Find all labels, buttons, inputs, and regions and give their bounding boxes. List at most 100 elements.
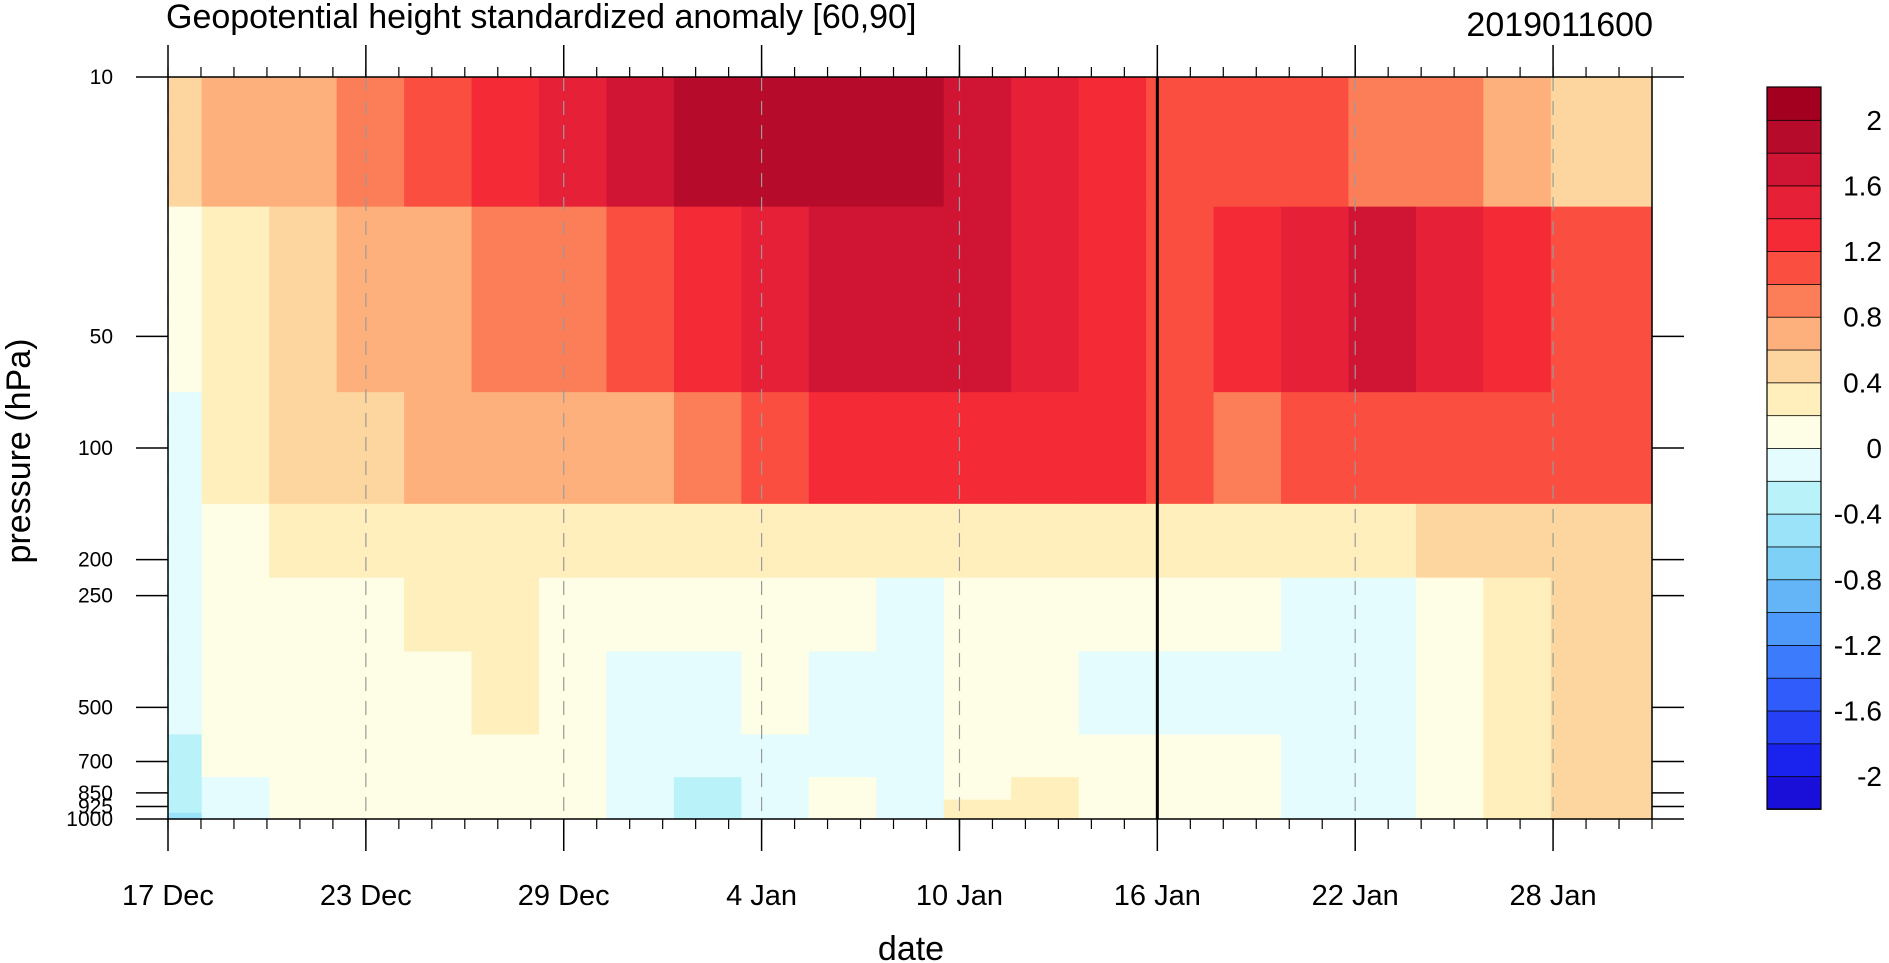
anomaly-cell [1618,812,1653,820]
anomaly-cell [1550,577,1619,653]
anomaly-cell [1078,206,1147,393]
colorbar-swatch [1766,119,1822,154]
y-tick-label: 850 [78,782,113,805]
x-tick-label: 29 Dec [518,880,610,912]
colorbar-label: 2 [1866,105,1882,136]
anomaly-cell [1281,777,1350,801]
anomaly-cell [943,812,1012,820]
anomaly-cell [1281,392,1350,505]
anomaly-cell [1618,734,1653,778]
anomaly-cell [269,734,338,778]
y-tick-label: 200 [78,549,113,572]
anomaly-cell [201,651,270,736]
anomaly-cell [269,651,338,736]
anomaly-cell [741,577,810,653]
anomaly-cell [1483,577,1552,653]
anomaly-cell [876,503,945,579]
anomaly-cell [1550,734,1619,778]
colorbar-label: 1.6 [1843,170,1882,201]
anomaly-cell [404,799,473,814]
anomaly-cell [673,503,742,579]
anomaly-cell [471,799,540,814]
anomaly-cell [1348,503,1417,579]
anomaly-cell [673,206,742,393]
y-tick-label: 500 [78,696,113,719]
anomaly-cell [1078,651,1147,736]
anomaly-cell [1213,206,1282,393]
colorbar-label: 0.8 [1843,302,1882,333]
anomaly-cell [1011,206,1080,393]
anomaly-cell [1483,503,1552,579]
anomaly-cell [741,734,810,778]
anomaly-cell [741,777,810,801]
anomaly-cell [471,392,540,505]
anomaly-cell [1483,812,1552,820]
anomaly-cell [808,777,877,801]
anomaly-cell [404,577,473,653]
x-tick-label: 22 Jan [1312,880,1399,912]
anomaly-cell [336,777,405,801]
anomaly-cell [1078,503,1147,579]
anomaly-cell [943,206,1012,393]
anomaly-cell [404,206,473,393]
anomaly-cell [1483,734,1552,778]
anomaly-cell [1348,651,1417,736]
anomaly-cell [539,392,608,505]
anomaly-cell [471,206,540,393]
anomaly-cell [1415,651,1484,736]
anomaly-cell [539,777,608,801]
anomaly-cell [1281,577,1350,653]
anomaly-cell [404,812,473,820]
x-tick-label: 23 Dec [320,880,412,912]
colorbar-swatch [1766,283,1822,318]
anomaly-cell [168,777,203,801]
anomaly-cell [1348,392,1417,505]
anomaly-cell [336,77,405,208]
anomaly-cell [876,777,945,801]
anomaly-cell [1550,77,1619,208]
anomaly-cell [404,777,473,801]
anomaly-cell [1011,812,1080,820]
anomaly-cell [404,392,473,505]
colorbar-swatch [1766,546,1822,581]
x-tick-label: 4 Jan [726,880,797,912]
anomaly-cell [808,799,877,814]
y-axis-label: pressure (hPa) [0,339,38,564]
anomaly-cell [471,734,540,778]
anomaly-cell [539,734,608,778]
anomaly-cell [201,777,270,801]
colorbar-swatch [1766,677,1822,712]
anomaly-cell [876,799,945,814]
anomaly-cell [606,392,675,505]
anomaly-cell [336,503,405,579]
anomaly-cell [1078,799,1147,814]
colorbar: 2 1.6 1.2 0.8 0.4 0 -0.4 -0.8 -1.2 -1.6 -2 [1766,86,1882,810]
anomaly-cell [269,503,338,579]
anomaly-cell [404,651,473,736]
colorbar-label: -0.8 [1834,564,1882,595]
anomaly-cell [201,812,270,820]
y-tick-label: 925 [78,795,113,818]
anomaly-cell [1618,392,1653,505]
anomaly-cell [808,734,877,778]
y-tick-label: 700 [78,751,113,774]
anomaly-cell [606,734,675,778]
y-tick-label: 100 [78,437,113,460]
x-tick-label: 16 Jan [1114,880,1201,912]
anomaly-cell [943,577,1012,653]
anomaly-cell [404,503,473,579]
anomaly-cell [673,77,742,208]
anomaly-cell [1011,651,1080,736]
anomaly-cell [1348,577,1417,653]
anomaly-cell [1281,651,1350,736]
anomaly-cell [1281,206,1350,393]
anomaly-cell [539,206,608,393]
anomaly-cell [336,799,405,814]
anomaly-cell [943,77,1012,208]
anomaly-cell [741,392,810,505]
anomaly-cell [168,503,203,579]
anomaly-cell [943,777,1012,801]
anomaly-cell [471,777,540,801]
anomaly-cell [1281,734,1350,778]
anomaly-cell [1146,812,1215,820]
